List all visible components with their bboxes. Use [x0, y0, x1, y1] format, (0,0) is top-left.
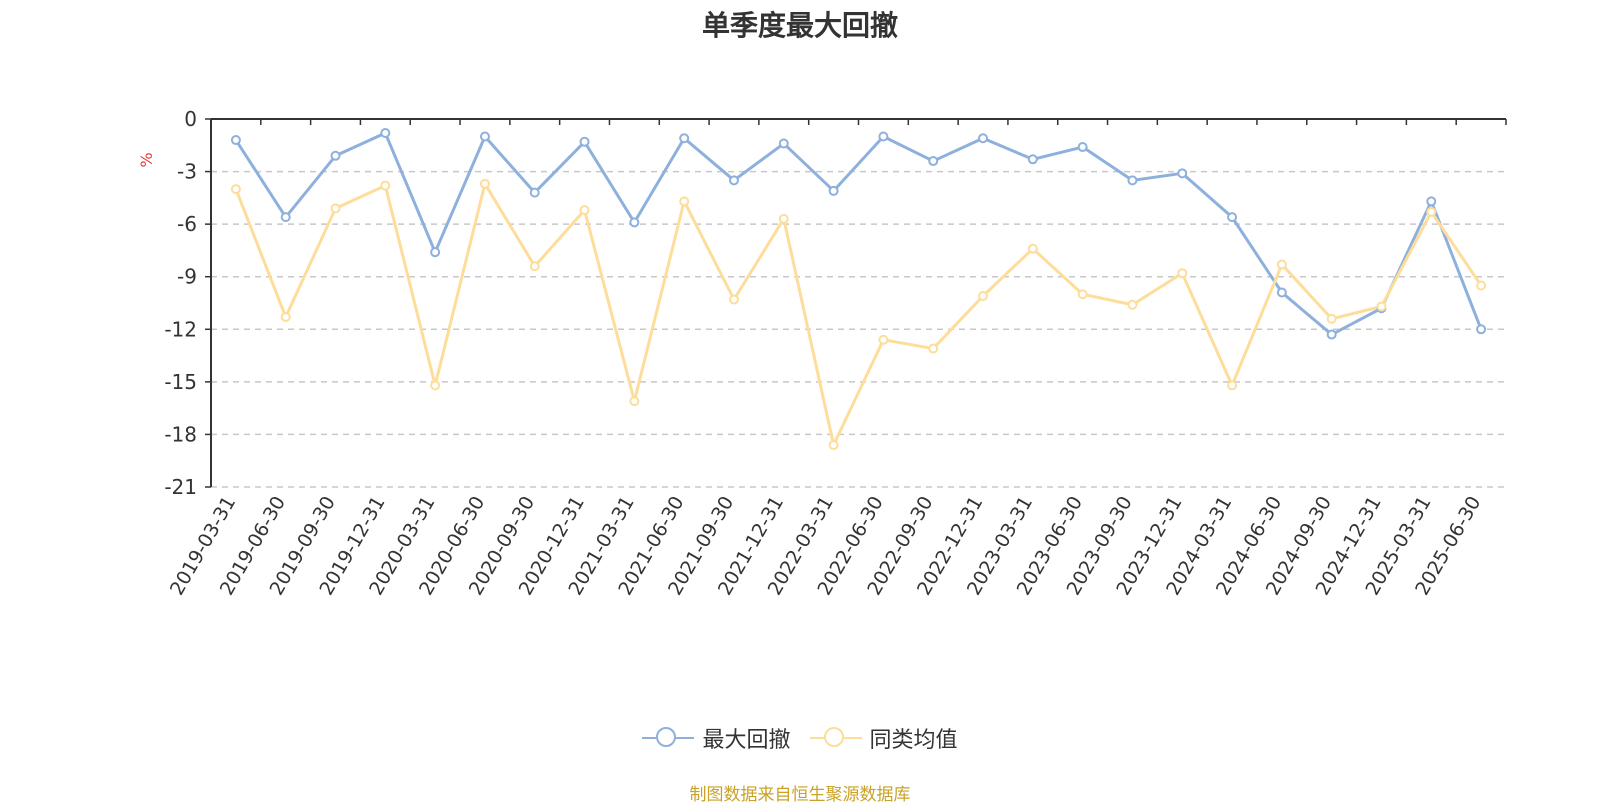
- data-point-1[interactable]: [330, 203, 341, 214]
- data-point-0[interactable]: [430, 247, 441, 258]
- data-point-0[interactable]: [1077, 142, 1088, 153]
- data-point-1[interactable]: [1127, 299, 1138, 310]
- grid-lines: [211, 170, 1506, 488]
- data-point-1[interactable]: [380, 180, 391, 191]
- data-point-0[interactable]: [579, 136, 590, 147]
- data-point-0[interactable]: [629, 217, 640, 228]
- legend-label-peer-average: 同类均值: [869, 728, 958, 753]
- legend-marker-max-drawdown: [642, 726, 695, 750]
- y-tick-label: -18: [164, 422, 197, 446]
- data-point-1[interactable]: [978, 290, 989, 301]
- data-point-1[interactable]: [728, 294, 739, 305]
- data-point-0[interactable]: [1426, 196, 1437, 207]
- y-tick-label: -12: [164, 317, 197, 341]
- y-tick-label: -6: [177, 212, 197, 236]
- y-tick-label: -3: [177, 160, 197, 184]
- data-point-1[interactable]: [679, 196, 690, 207]
- data-point-0[interactable]: [1027, 154, 1038, 165]
- data-point-1[interactable]: [430, 380, 441, 391]
- y-tick-label: -9: [177, 265, 197, 289]
- y-axis-unit-label: %: [137, 152, 156, 167]
- data-point-1[interactable]: [1027, 243, 1038, 254]
- y-tick-label: -21: [164, 475, 197, 499]
- data-point-1[interactable]: [778, 213, 789, 224]
- legend-item-peer-average[interactable]: 同类均值: [809, 722, 958, 754]
- line-chart: 0-3-6-9-12-15-18-212019-03-312019-06-302…: [137, 107, 1507, 599]
- data-point-0[interactable]: [1127, 175, 1138, 186]
- legend-item-max-drawdown[interactable]: 最大回撤: [642, 722, 791, 754]
- series-line-0: [234, 131, 1483, 337]
- y-tick-label: -15: [164, 370, 197, 394]
- data-point-1[interactable]: [579, 205, 590, 216]
- series-layer: [230, 128, 1487, 450]
- legend-label-max-drawdown: 最大回撤: [702, 728, 791, 753]
- data-point-0[interactable]: [479, 131, 490, 142]
- data-point-1[interactable]: [1426, 206, 1437, 217]
- data-point-1[interactable]: [928, 343, 939, 354]
- legend: 最大回撤 同类均值: [0, 722, 1600, 756]
- series-line-1: [234, 182, 1483, 447]
- data-point-0[interactable]: [1276, 287, 1287, 298]
- data-point-0[interactable]: [330, 150, 341, 161]
- data-point-1[interactable]: [280, 312, 291, 323]
- data-point-1[interactable]: [1276, 259, 1287, 270]
- data-point-0[interactable]: [778, 138, 789, 149]
- data-point-0[interactable]: [529, 187, 540, 198]
- data-point-0[interactable]: [928, 156, 939, 167]
- data-point-1[interactable]: [230, 184, 241, 195]
- data-point-0[interactable]: [380, 128, 391, 139]
- data-point-1[interactable]: [878, 334, 889, 345]
- data-point-0[interactable]: [728, 175, 739, 186]
- data-point-0[interactable]: [280, 212, 291, 223]
- data-point-1[interactable]: [1376, 301, 1387, 312]
- data-point-1[interactable]: [629, 396, 640, 407]
- chart-title: 单季度最大回撤: [701, 9, 898, 42]
- data-point-1[interactable]: [1227, 380, 1238, 391]
- data-source-note: 制图数据来自恒生聚源数据库: [689, 785, 911, 805]
- data-point-1[interactable]: [1177, 268, 1188, 279]
- legend-marker-peer-average: [809, 726, 862, 750]
- data-point-1[interactable]: [1476, 280, 1487, 291]
- axes: 0-3-6-9-12-15-18-212019-03-312019-06-302…: [164, 107, 1507, 599]
- data-point-0[interactable]: [978, 133, 989, 144]
- y-tick-label: 0: [184, 107, 197, 131]
- data-point-1[interactable]: [1077, 289, 1088, 300]
- data-point-1[interactable]: [1326, 313, 1337, 324]
- data-point-1[interactable]: [828, 439, 839, 450]
- data-point-0[interactable]: [1227, 212, 1238, 223]
- data-point-0[interactable]: [828, 185, 839, 196]
- data-point-0[interactable]: [230, 135, 241, 146]
- data-point-1[interactable]: [529, 261, 540, 272]
- data-point-0[interactable]: [1476, 324, 1487, 335]
- data-point-0[interactable]: [878, 131, 889, 142]
- data-point-0[interactable]: [679, 133, 690, 144]
- data-point-0[interactable]: [1177, 168, 1188, 179]
- data-point-1[interactable]: [479, 178, 490, 189]
- data-point-0[interactable]: [1326, 329, 1337, 340]
